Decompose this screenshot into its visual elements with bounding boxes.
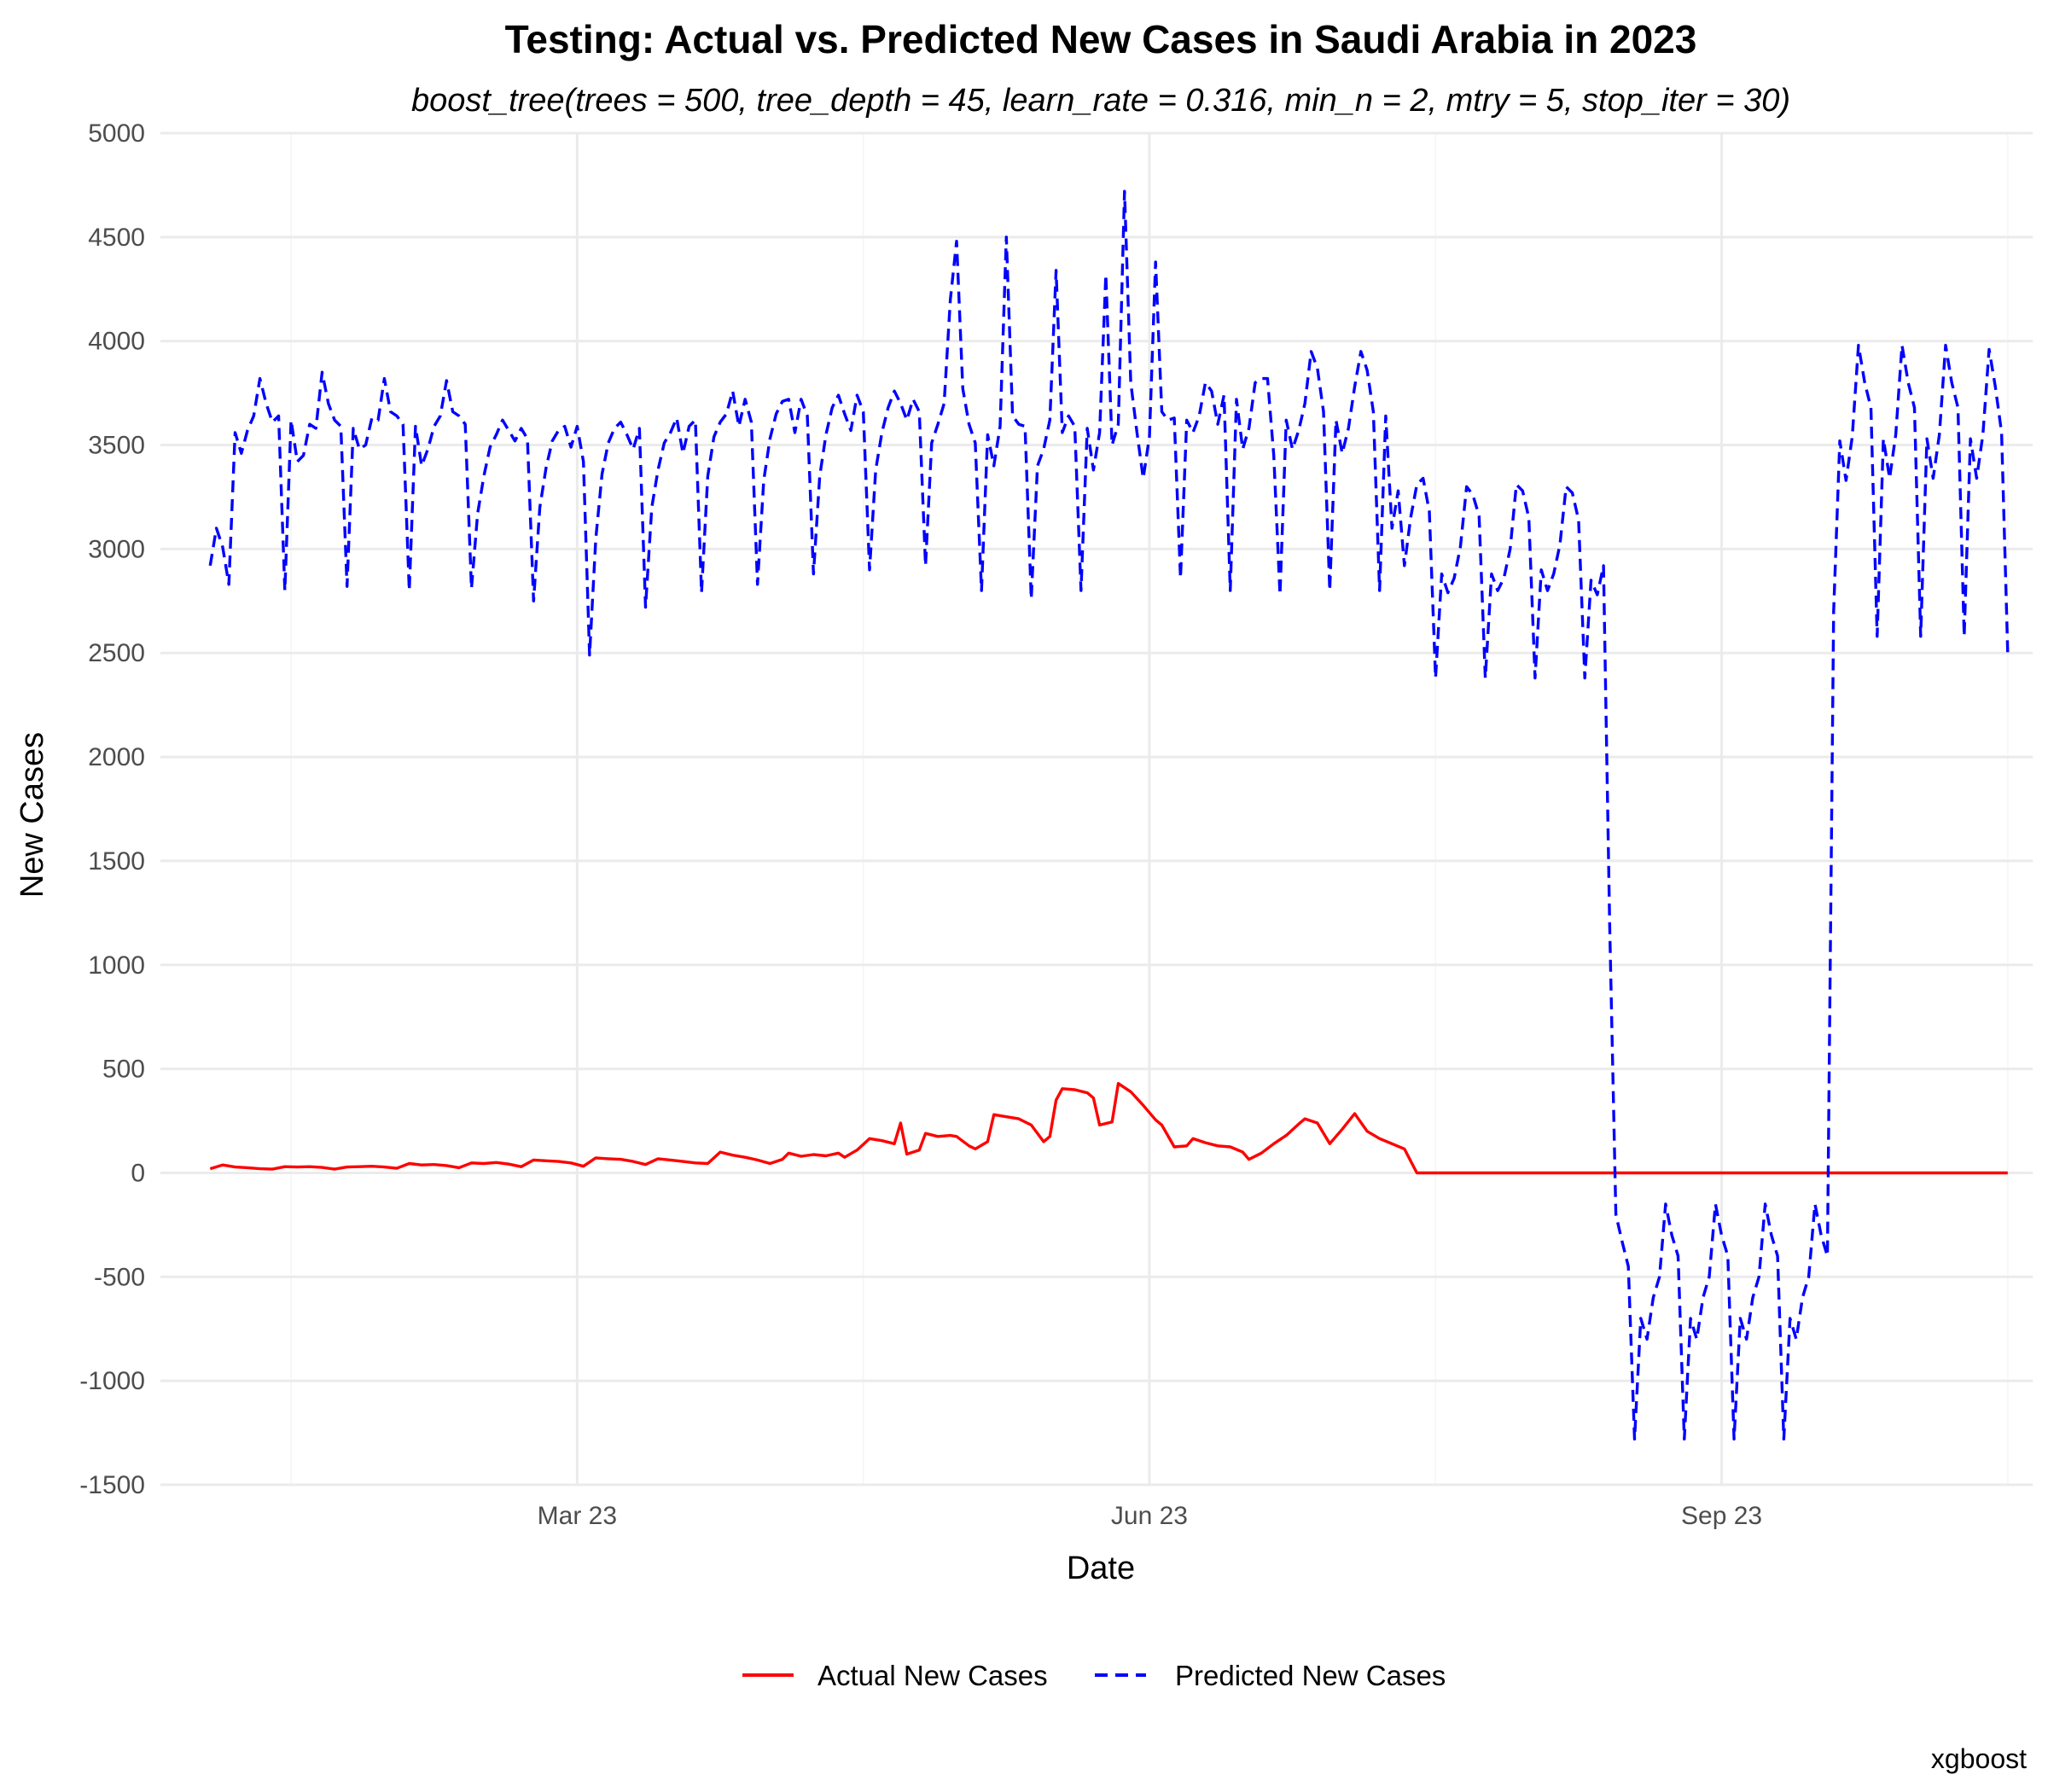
- y-tick-label: 3000: [88, 535, 145, 563]
- chart-caption: xgboost: [1931, 1743, 2027, 1774]
- y-tick-label: 3500: [88, 432, 145, 460]
- chart-title: Testing: Actual vs. Predicted New Cases …: [505, 17, 1697, 61]
- y-tick-label: 1500: [88, 847, 145, 876]
- y-tick-label: 2000: [88, 743, 145, 771]
- series-lines: [208, 189, 2010, 1441]
- actual-series-line: [209, 1082, 2008, 1175]
- x-tick-label: Jun 23: [1111, 1502, 1188, 1530]
- x-axis-tick-labels: Mar 23 Jun 23 Sep 23: [538, 1502, 1762, 1530]
- y-tick-label: 4000: [88, 328, 145, 356]
- y-tick-label: 4500: [88, 224, 145, 252]
- y-axis-tick-labels: -1500 -1000 -500 0 500 1000 1500 2000 2500 3000 35…: [79, 119, 145, 1499]
- legend: Actual New Cases Predicted New Cases: [742, 1660, 1446, 1691]
- legend-label-predicted: Predicted New Cases: [1175, 1660, 1446, 1691]
- y-tick-label: 5000: [88, 119, 145, 148]
- legend-label-actual: Actual New Cases: [817, 1660, 1048, 1691]
- y-tick-label: -1000: [79, 1367, 145, 1395]
- x-tick-label: Sep 23: [1681, 1502, 1762, 1530]
- y-tick-label: 500: [102, 1056, 145, 1084]
- x-axis-title: Date: [1067, 1551, 1135, 1586]
- predicted-series-line: [208, 189, 2010, 1441]
- minor-gridlines: [290, 133, 2009, 1485]
- y-tick-label: -500: [94, 1263, 145, 1291]
- chart-subtitle: boost_tree(trees = 500, tree_depth = 45,…: [411, 83, 1790, 119]
- y-tick-label: -1500: [79, 1471, 145, 1499]
- y-tick-label: 0: [131, 1159, 145, 1187]
- major-gridlines: [160, 131, 2033, 1487]
- y-tick-label: 1000: [88, 951, 145, 980]
- y-axis-title: New Cases: [15, 732, 50, 898]
- y-tick-label: 2500: [88, 639, 145, 667]
- x-tick-label: Mar 23: [538, 1502, 617, 1530]
